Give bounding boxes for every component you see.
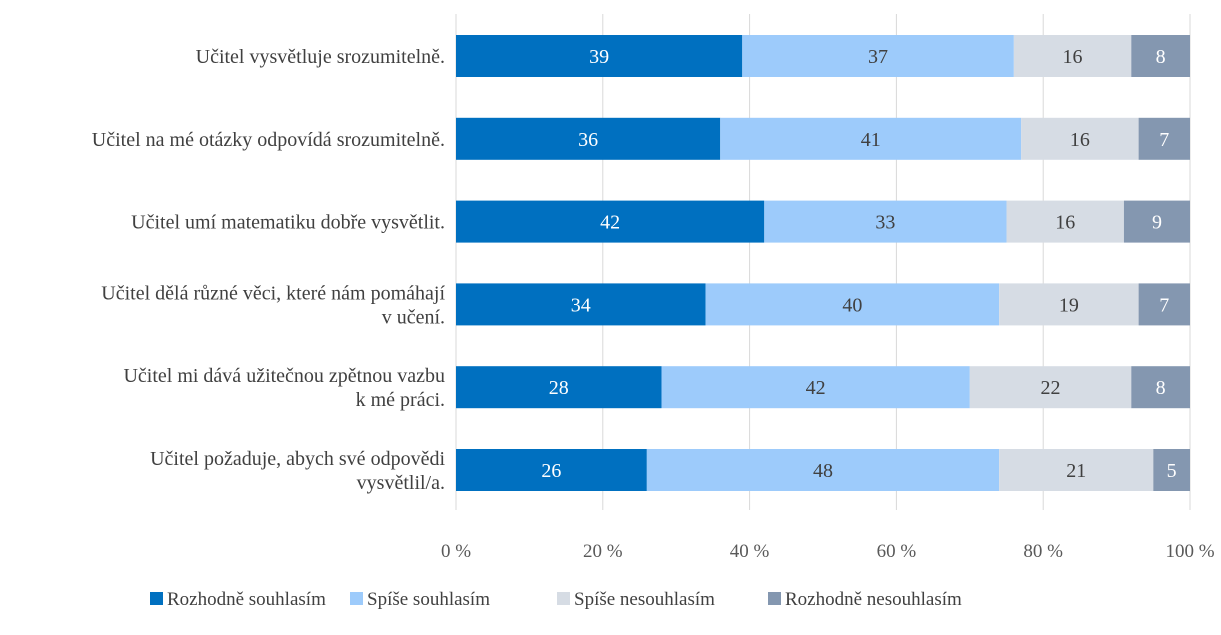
legend-label: Spíše souhlasím — [367, 589, 490, 610]
data-label: 16 — [1070, 129, 1090, 151]
x-tick-label: 0 % — [441, 541, 471, 562]
bar-segment — [1138, 283, 1190, 326]
category-label: k mé práci. — [356, 389, 445, 411]
category-labels: Učitel vysvětluje srozumitelně. Učitel na… — [92, 46, 446, 494]
x-tick-label: 60 % — [877, 541, 917, 562]
data-label: 39 — [589, 46, 609, 68]
bar-segment — [1021, 117, 1139, 160]
category-label: v učení. — [382, 306, 445, 328]
data-label: 28 — [549, 377, 569, 399]
bar-segment — [764, 200, 1007, 243]
legend-label: Rozhodně souhlasím — [167, 589, 326, 610]
legend-swatch — [768, 592, 781, 605]
bar-segment — [456, 200, 765, 243]
gridlines — [455, 14, 1191, 510]
x-tick-label: 40 % — [730, 541, 770, 562]
bar-segment — [720, 117, 1022, 160]
bar-segment — [999, 449, 1154, 491]
data-label: 8 — [1156, 377, 1166, 399]
data-label: 42 — [600, 212, 620, 234]
bar-segment — [1006, 200, 1124, 243]
data-label: 37 — [868, 46, 888, 68]
x-tick-label: 80 % — [1023, 541, 1063, 562]
data-label: 36 — [578, 129, 598, 151]
data-label: 19 — [1059, 294, 1079, 316]
category-label: Učitel umí matematiku dobře vysvětlit. — [131, 212, 445, 234]
bar-segment — [646, 449, 1000, 491]
legend-swatch — [350, 592, 363, 605]
bar-segment — [1131, 366, 1190, 409]
bar-segment — [1153, 449, 1190, 491]
category-label: Učitel dělá různé věci, které nám pomáha… — [101, 282, 445, 304]
data-label: 5 — [1167, 460, 1177, 482]
category-label: Učitel mi dává užitečnou zpětnou vazbu — [123, 365, 445, 387]
bar-segment — [742, 35, 1014, 77]
data-label: 22 — [1041, 377, 1061, 399]
bar-segment — [456, 35, 743, 77]
bar-segment — [456, 366, 662, 409]
bar-segment — [1138, 117, 1190, 160]
data-label: 7 — [1159, 294, 1169, 316]
bar-segment — [705, 283, 1000, 326]
data-label: 34 — [571, 294, 591, 316]
bar-segment — [969, 366, 1132, 409]
category-label: Učitel na mé otázky odpovídá srozumiteln… — [92, 129, 445, 151]
bar-segment — [999, 283, 1139, 326]
bar-segment — [456, 117, 721, 160]
legend-label: Rozhodně nesouhlasím — [785, 589, 962, 610]
data-label: 48 — [813, 460, 833, 482]
bar-segment — [1123, 200, 1190, 243]
legend-label: Spíše nesouhlasím — [574, 589, 715, 610]
data-label: 21 — [1066, 460, 1086, 482]
bar-segment — [456, 449, 647, 491]
bar-segment — [1013, 35, 1132, 77]
category-label: Učitel vysvětluje srozumitelně. — [196, 46, 445, 68]
data-label: 26 — [541, 460, 561, 482]
category-label: Učitel požaduje, abych své odpovědi — [150, 448, 445, 470]
legend: Rozhodně souhlasím Spíše souhlasím Spíše n… — [150, 589, 962, 610]
data-label: 16 — [1055, 212, 1075, 234]
data-label: 33 — [875, 212, 895, 234]
x-tick-label: 100 % — [1165, 541, 1214, 562]
data-label: 9 — [1152, 212, 1162, 234]
bar-segment — [661, 366, 970, 409]
bar-segment — [1131, 35, 1190, 77]
bars: 39 37 16 8 36 41 16 7 42 33 16 9 34 40 19 7 28 42 22 8 26 48 2… — [456, 35, 1190, 491]
legend-swatch — [150, 592, 163, 605]
x-tick-label: 20 % — [583, 541, 623, 562]
x-axis-ticks: 0 % 20 % 40 % 60 % 80 % 100 % — [441, 541, 1215, 562]
bar-segment — [456, 283, 706, 326]
legend-swatch — [557, 592, 570, 605]
data-label: 42 — [806, 377, 826, 399]
category-label: vysvětlil/a. — [357, 472, 445, 494]
data-label: 7 — [1159, 129, 1169, 151]
data-label: 41 — [861, 129, 881, 151]
data-label: 40 — [842, 294, 862, 316]
data-label: 16 — [1063, 46, 1083, 68]
data-label: 8 — [1156, 46, 1166, 68]
